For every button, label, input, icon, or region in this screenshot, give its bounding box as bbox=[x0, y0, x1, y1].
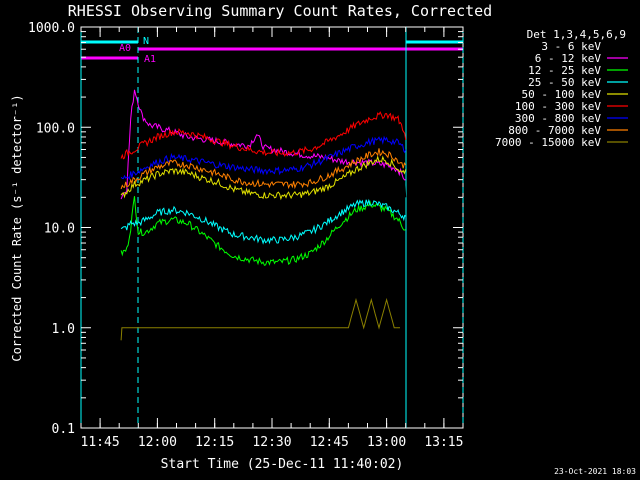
series-line-5 bbox=[120, 111, 407, 160]
legend-label: 100 - 300 keV bbox=[515, 100, 601, 113]
y-tick-label: 0.1 bbox=[52, 422, 75, 437]
x-tick-label: 12:00 bbox=[138, 435, 177, 450]
y-tick-label: 1.0 bbox=[52, 322, 75, 337]
series-line-3 bbox=[120, 198, 406, 245]
attenuator-label-a0: A0 bbox=[119, 43, 131, 54]
x-tick-label: 12:30 bbox=[252, 435, 291, 450]
x-tick-label: 12:15 bbox=[195, 435, 234, 450]
y-tick-label: 100.0 bbox=[36, 121, 75, 136]
x-axis: 11:45 12:00 12:15 12:30 12:45 13:00 13:15 bbox=[80, 27, 464, 450]
legend-label: 12 - 25 keV bbox=[528, 64, 601, 77]
legend-label: 3 - 6 keV bbox=[541, 40, 601, 53]
legend-label: 7000 - 15000 keV bbox=[495, 136, 601, 149]
series-line-0 bbox=[120, 68, 407, 220]
x-tick-label: 12:45 bbox=[310, 435, 349, 450]
timestamp: 23-Oct-2021 18:03 bbox=[554, 467, 636, 476]
y-axis: 0.1 1.0 10.0 100.0 1000.0 bbox=[28, 21, 463, 437]
x-tick-label: 13:00 bbox=[367, 435, 406, 450]
chart-title: RHESSI Observing Summary Count Rates, Co… bbox=[68, 2, 492, 20]
attenuator-label-a1: A1 bbox=[144, 54, 156, 65]
series-line-1 bbox=[120, 89, 406, 200]
series-line-8 bbox=[120, 297, 400, 341]
series-line-7 bbox=[120, 148, 407, 190]
legend-label: 800 - 7000 keV bbox=[508, 124, 601, 137]
series-line-4 bbox=[120, 154, 407, 201]
legend-label: 25 - 50 keV bbox=[528, 76, 601, 89]
x-axis-label: Start Time (25-Dec-11 11:40:02) bbox=[161, 457, 404, 472]
x-tick-label: 13:15 bbox=[424, 435, 463, 450]
y-tick-label: 1000.0 bbox=[28, 21, 75, 36]
x-tick-label: 11:45 bbox=[81, 435, 120, 450]
legend-title: Det 1,3,4,5,6,9 bbox=[527, 28, 626, 41]
legend-label: 50 - 100 keV bbox=[522, 88, 602, 101]
series-line-6 bbox=[120, 135, 407, 181]
legend-label: 300 - 800 keV bbox=[515, 112, 601, 125]
legend-label: 6 - 12 keV bbox=[535, 52, 602, 65]
series-layer bbox=[120, 68, 407, 341]
y-tick-label: 10.0 bbox=[44, 222, 75, 237]
series-line-2 bbox=[120, 196, 406, 266]
y-axis-label: Corrected Count Rate (s⁻¹ detector⁻¹) bbox=[10, 94, 24, 361]
flag-label-n: N bbox=[143, 36, 149, 47]
